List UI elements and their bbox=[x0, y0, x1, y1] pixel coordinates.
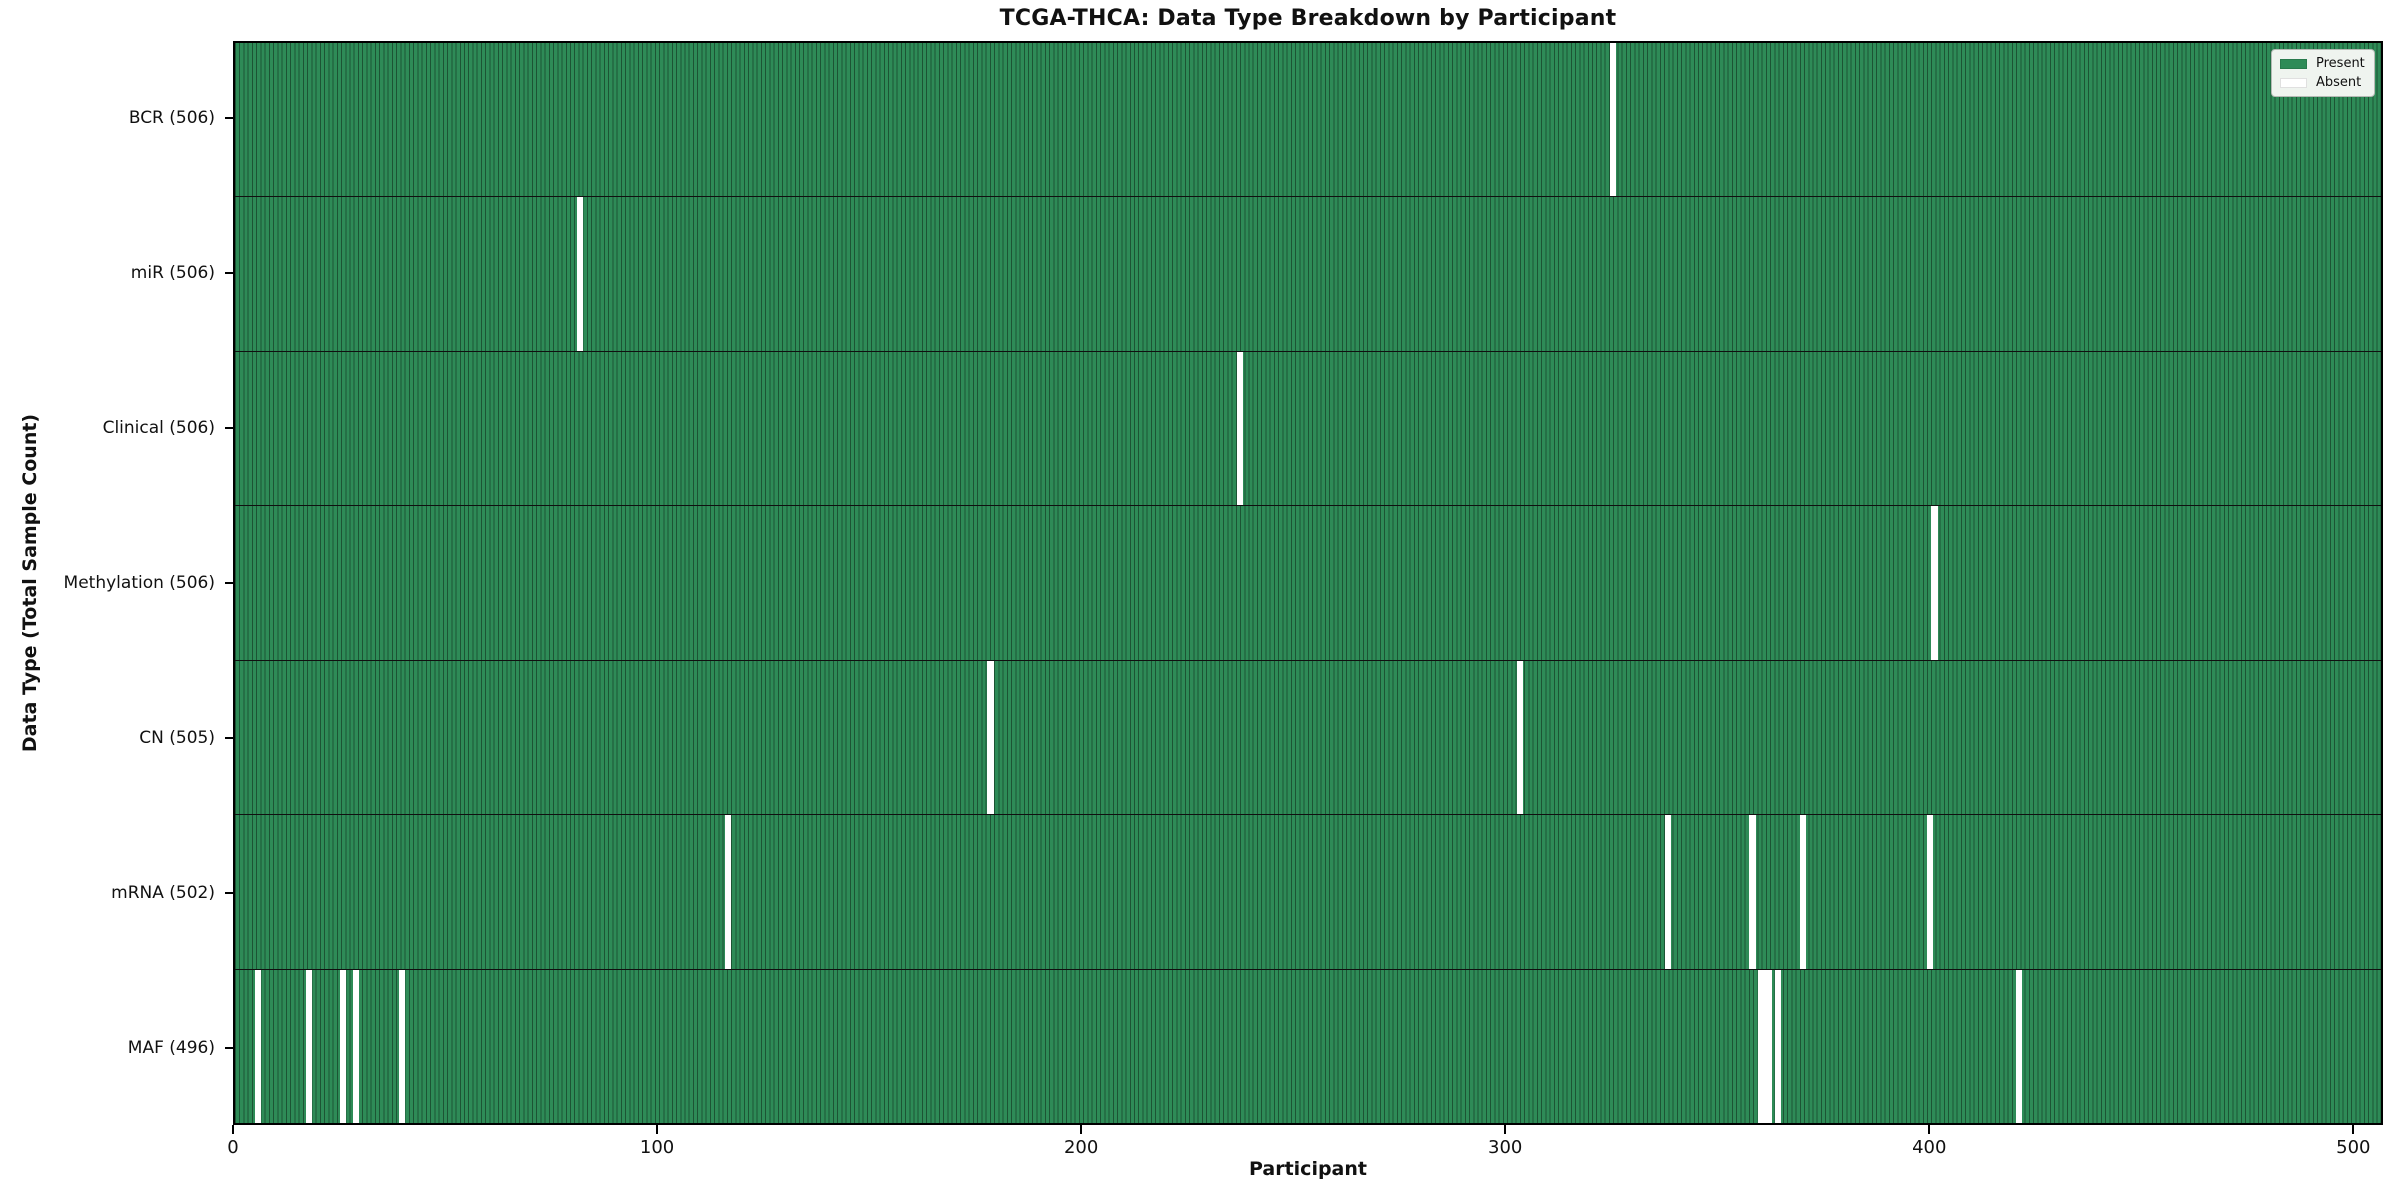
y-tick-label: Methylation (506) bbox=[63, 573, 215, 593]
absent-gap bbox=[1762, 969, 1769, 1123]
legend: Present Absent bbox=[2271, 49, 2375, 97]
legend-label: Present bbox=[2316, 56, 2365, 71]
absent-gap bbox=[1931, 506, 1938, 660]
y-tick-mark bbox=[225, 1046, 233, 1049]
plot-area: Present Absent bbox=[233, 41, 2383, 1125]
absent-gap bbox=[1749, 815, 1756, 969]
y-tick-mark bbox=[225, 736, 233, 739]
absent-gap bbox=[1800, 815, 1807, 969]
data-row-clinical bbox=[235, 351, 2381, 507]
absent-gap bbox=[1609, 43, 1616, 197]
y-tick-mark bbox=[225, 117, 233, 120]
absent-gap bbox=[255, 969, 262, 1123]
y-tick-mark bbox=[225, 272, 233, 275]
legend-swatch-absent bbox=[2280, 77, 2307, 88]
data-row-mrna bbox=[235, 815, 2381, 970]
legend-label: Absent bbox=[2316, 75, 2362, 90]
x-axis: 0 100 200 300 400 500 bbox=[227, 1125, 2383, 1195]
x-tick-mark bbox=[1504, 1125, 1507, 1134]
absent-gap bbox=[1237, 351, 1244, 506]
x-axis-title: Participant bbox=[1248, 1158, 1367, 1180]
x-tick-label: 200 bbox=[1063, 1137, 1099, 1158]
x-tick-label: 500 bbox=[2336, 1137, 2371, 1158]
absent-gap bbox=[1774, 969, 1781, 1123]
absent-gap bbox=[399, 969, 406, 1123]
y-tick-label: Clinical (506) bbox=[102, 418, 215, 439]
y-tick-label: MAF (496) bbox=[127, 1037, 215, 1058]
x-tick-mark bbox=[1080, 1125, 1083, 1134]
y-tick-label: mRNA (502) bbox=[111, 882, 215, 903]
data-row-maf bbox=[235, 969, 2381, 1123]
x-tick-mark bbox=[656, 1125, 659, 1134]
x-tick-mark bbox=[1928, 1125, 1931, 1134]
absent-gap bbox=[1927, 815, 1934, 969]
legend-item-absent: Absent bbox=[2280, 76, 2366, 89]
data-row-methylation bbox=[235, 506, 2381, 661]
legend-item-present: Present bbox=[2280, 57, 2366, 70]
absent-gap bbox=[2015, 969, 2023, 1123]
y-tick-label: miR (506) bbox=[130, 263, 215, 284]
data-row-mir bbox=[235, 197, 2381, 352]
rows-container bbox=[235, 43, 2381, 1123]
x-tick-mark bbox=[232, 1125, 234, 1134]
x-tick-label: 300 bbox=[1488, 1137, 1523, 1158]
legend-swatch-present bbox=[2280, 58, 2307, 69]
absent-gap bbox=[724, 815, 732, 969]
x-tick-label: 100 bbox=[639, 1137, 675, 1158]
absent-gap bbox=[987, 660, 994, 815]
y-tick-mark bbox=[225, 582, 233, 584]
chart-title: TCGA-THCA: Data Type Breakdown by Partic… bbox=[999, 6, 1617, 31]
absent-gap bbox=[339, 969, 347, 1123]
absent-gap bbox=[576, 197, 584, 351]
x-tick-mark bbox=[2352, 1125, 2355, 1134]
absent-gap bbox=[1766, 969, 1773, 1123]
absent-gap bbox=[1664, 815, 1671, 969]
data-row-bcr bbox=[235, 43, 2381, 198]
y-tick-label: BCR (506) bbox=[128, 108, 215, 129]
y-tick-mark bbox=[225, 427, 233, 430]
y-tick-label: CN (505) bbox=[139, 727, 215, 748]
y-axis: BCR (506) miR (506) Clinical (506) Methylat… bbox=[0, 41, 233, 1125]
data-row-cn bbox=[235, 660, 2381, 816]
x-tick-label: 400 bbox=[1912, 1137, 1947, 1158]
x-tick-label: 0 bbox=[227, 1137, 239, 1158]
absent-gap bbox=[305, 969, 313, 1123]
absent-gap bbox=[352, 969, 359, 1123]
absent-gap bbox=[1516, 660, 1523, 815]
absent-gap bbox=[1757, 969, 1764, 1123]
y-tick-mark bbox=[225, 891, 233, 894]
